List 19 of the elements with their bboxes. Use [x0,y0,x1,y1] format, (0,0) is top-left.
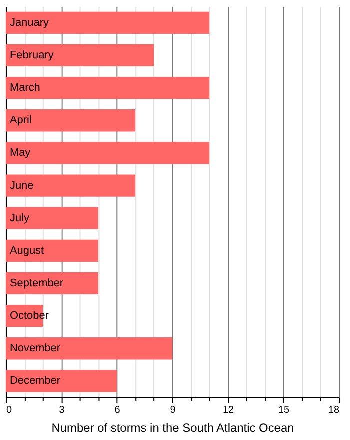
y-tick-label: September [10,277,64,290]
x-tick-label: 3 [59,404,66,416]
x-tick-label: 18 [328,404,340,416]
y-tick-label: December [10,375,61,388]
y-tick-label: August [10,244,44,257]
x-tick-label: 12 [222,404,235,416]
y-tick-label: June [10,180,34,192]
x-tick-label: 9 [170,404,176,416]
y-tick-label: November [10,342,61,355]
x-tick-label: 15 [278,404,290,416]
x-tick-label: 6 [114,404,121,416]
x-axis-title: Number of storms in the South Atlantic Ocean [52,420,294,435]
y-tick-label: January [10,16,50,29]
x-tick-label: 0 [6,404,12,416]
y-tick-label: May [10,147,32,160]
y-tick-label: July [10,212,30,224]
y-tick-label: March [10,82,40,94]
y-tick-label: April [10,114,32,127]
y-tick-label: February [10,49,54,62]
